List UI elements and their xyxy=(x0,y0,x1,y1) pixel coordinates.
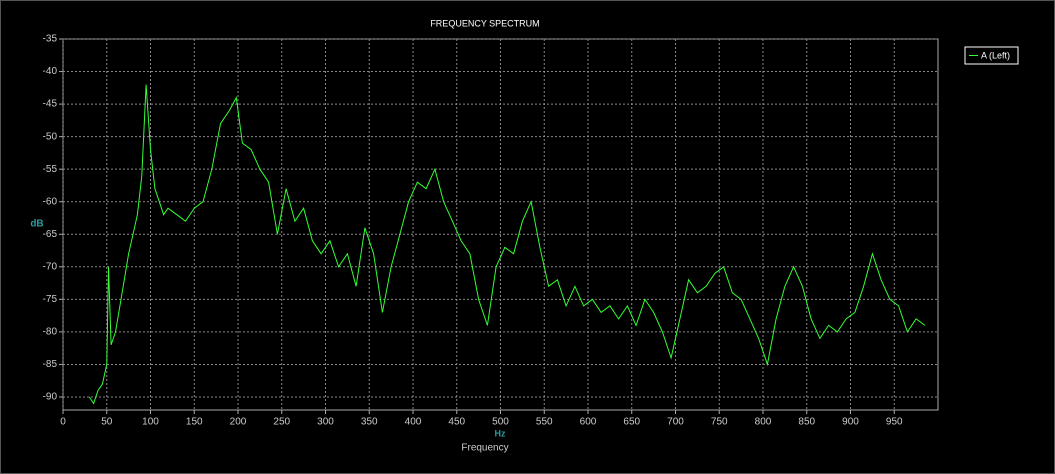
y-tick-label: -80 xyxy=(43,327,58,338)
x-tick-label: 50 xyxy=(101,417,113,428)
x-tick-label: 150 xyxy=(186,417,203,428)
x-tick-label: 250 xyxy=(273,417,290,428)
spectrum-line xyxy=(88,84,926,405)
legend-label: A (Left) xyxy=(981,50,1010,60)
chart-title: FREQUENCY SPECTRUM xyxy=(430,18,539,28)
x-tick-label: 450 xyxy=(448,417,465,428)
x-tick-label: 700 xyxy=(667,417,684,428)
legend-box xyxy=(964,46,1019,65)
y-tick-label: -45 xyxy=(43,99,58,110)
x-tick-label: 200 xyxy=(230,417,247,428)
y-tick-label: -35 xyxy=(43,34,58,45)
y-tick-label: -75 xyxy=(43,294,58,305)
x-tick-label: 900 xyxy=(842,417,859,428)
y-tick-label: -70 xyxy=(43,261,58,272)
y-tick-label: -85 xyxy=(43,359,58,370)
x-tick-label: 800 xyxy=(755,417,772,428)
x-tick-label: 850 xyxy=(798,417,815,428)
y-tick-label: -60 xyxy=(43,196,58,207)
x-tick-label: 400 xyxy=(405,417,422,428)
x-tick-label: 350 xyxy=(361,417,378,428)
x-tick-label: 550 xyxy=(536,417,553,428)
y-axis-label: dB xyxy=(30,219,43,230)
y-tick-label: -50 xyxy=(43,131,58,142)
y-tick-label: -65 xyxy=(43,229,58,240)
x-axis-label: Frequency xyxy=(461,443,508,454)
x-tick-label: 950 xyxy=(886,417,903,428)
x-tick-label: 600 xyxy=(580,417,597,428)
x-axis-unit: Hz xyxy=(495,428,506,438)
y-tick-label: -55 xyxy=(43,164,58,175)
y-tick-label: -90 xyxy=(43,392,58,403)
x-tick-label: 100 xyxy=(142,417,159,428)
x-tick-label: 0 xyxy=(60,417,66,428)
x-tick-label: 300 xyxy=(317,417,334,428)
x-tick-label: 500 xyxy=(492,417,509,428)
x-tick-label: 750 xyxy=(711,417,728,428)
y-tick-label: -40 xyxy=(43,66,58,77)
x-tick-label: 650 xyxy=(623,417,640,428)
